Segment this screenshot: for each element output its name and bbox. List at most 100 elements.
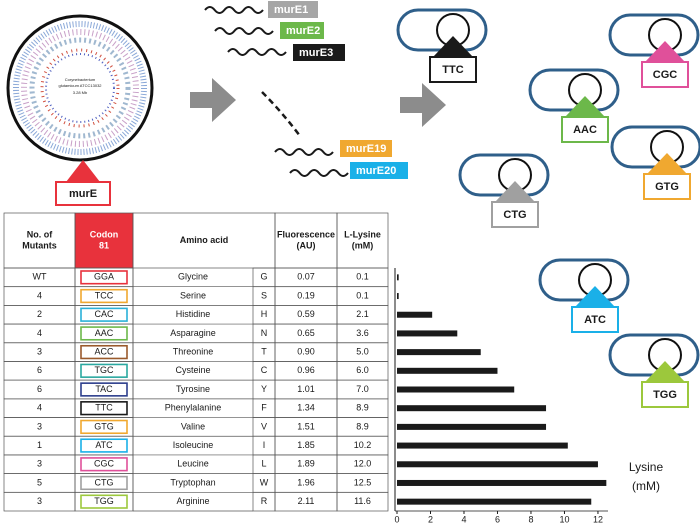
cell-text: 6.0 xyxy=(356,365,369,375)
x-tick-label: 2 xyxy=(428,514,433,524)
bar xyxy=(397,349,481,356)
cell-text: CGC xyxy=(94,459,115,469)
variant-box xyxy=(340,140,392,157)
codon-pointer xyxy=(647,153,687,174)
cell-text: 10.2 xyxy=(354,440,372,450)
cell-text: 3 xyxy=(37,421,42,431)
codon-pointer xyxy=(433,36,473,57)
codon-label: TGG xyxy=(653,389,677,401)
x-tick-label: 6 xyxy=(495,514,500,524)
cell-text: 12.5 xyxy=(354,477,372,487)
cell-text: R xyxy=(261,496,268,506)
variant-label: murE3 xyxy=(299,47,333,59)
gene-label: murE xyxy=(69,188,97,200)
genome-size: 3.28 Mb xyxy=(73,90,88,95)
cell-text: 3 xyxy=(37,459,42,469)
bar xyxy=(397,330,458,337)
codon-label: TTC xyxy=(442,64,463,76)
x-tick-label: 12 xyxy=(593,514,603,524)
cell-text: 4 xyxy=(37,403,42,413)
gene-wave xyxy=(227,48,287,56)
axis-label: (mM) xyxy=(632,479,660,493)
gene-pointer xyxy=(66,160,100,182)
bar xyxy=(397,405,547,412)
gene-wave xyxy=(289,169,349,177)
variant-box xyxy=(350,162,408,179)
cell-text: 0.90 xyxy=(297,346,315,356)
cells: TTC CGC AAC GTG CTG ATC TGG xyxy=(396,8,700,408)
cell-text: ACC xyxy=(94,346,114,356)
variants: murE1 murE2 murE3 murE19 murE20 xyxy=(204,1,408,179)
cell-text: Y xyxy=(261,384,267,394)
cell-text: Valine xyxy=(181,421,205,431)
header-text: (mM) xyxy=(352,240,374,250)
table-cell xyxy=(336,491,389,512)
bar xyxy=(397,311,433,318)
cell-text: Phenylalanine xyxy=(165,403,222,413)
codon-outline xyxy=(80,401,128,416)
variant-box xyxy=(280,22,324,39)
cell-text: 5.0 xyxy=(356,346,369,356)
gene-wave xyxy=(274,148,334,156)
codon-box xyxy=(571,306,619,333)
cell-text: 1.01 xyxy=(297,384,315,394)
cell-text: 11.6 xyxy=(354,496,371,506)
codon-pointer xyxy=(645,41,685,62)
cell-text: L xyxy=(261,459,266,469)
header-text: Fluorescence xyxy=(277,229,335,239)
cell-text: Tyrosine xyxy=(176,384,210,394)
codon-header xyxy=(75,213,133,268)
cell-text: I xyxy=(263,440,266,450)
cell-text: 2 xyxy=(37,309,42,319)
cell-text: 2.1 xyxy=(356,309,369,319)
bar-chart: 0 2 4 6 8 10 12 Lysine (mM) xyxy=(394,268,663,524)
cell-text: 1.85 xyxy=(297,440,315,450)
codon-outline xyxy=(80,344,128,360)
cell-text: 0.1 xyxy=(356,272,369,282)
cell-text: Cysteine xyxy=(175,365,210,375)
bar xyxy=(397,423,547,430)
cell-text: 0.59 xyxy=(297,309,315,319)
header-text: Amino acid xyxy=(180,235,229,245)
cell-text: 1.89 xyxy=(297,459,315,469)
cell-text: AAC xyxy=(95,328,114,338)
cell-text: Glycine xyxy=(178,272,208,282)
cell-text: 5 xyxy=(37,477,42,487)
arrow xyxy=(400,83,446,127)
cell-text: 4 xyxy=(37,290,42,300)
cell-text: C xyxy=(261,365,268,375)
header-text: 81 xyxy=(99,240,109,250)
cell-text: 6 xyxy=(37,365,42,375)
bar xyxy=(397,479,607,486)
bar xyxy=(397,442,568,449)
cell-text: 0.07 xyxy=(297,272,315,282)
codon-box xyxy=(491,201,539,228)
gene-track xyxy=(21,29,139,147)
codon-outline xyxy=(80,457,128,472)
cell-text: ATC xyxy=(95,440,113,450)
cell-text: GGA xyxy=(94,272,114,282)
bar xyxy=(397,461,598,468)
codon-box xyxy=(641,381,689,408)
variant-label: murE20 xyxy=(356,165,396,177)
cell-text: Threonine xyxy=(173,346,214,356)
cell-text: Isoleucine xyxy=(173,440,214,450)
header-text: Mutants xyxy=(22,240,57,250)
cell-text: N xyxy=(261,328,268,338)
arrow xyxy=(190,78,236,122)
cell-text: 8.9 xyxy=(356,403,369,413)
cell-text: 3.6 xyxy=(356,328,369,338)
cell-text: WT xyxy=(33,272,47,282)
codon-label: GTG xyxy=(655,181,679,193)
codon-outline xyxy=(80,363,128,378)
cell-text: 1 xyxy=(37,440,42,450)
codon-pointer xyxy=(645,361,685,382)
bar xyxy=(397,293,399,300)
cell-text: 6 xyxy=(37,384,42,394)
cell-text: F xyxy=(261,403,267,413)
bar xyxy=(397,386,515,393)
codon-box xyxy=(429,56,477,83)
cell-text: CTG xyxy=(95,477,114,487)
